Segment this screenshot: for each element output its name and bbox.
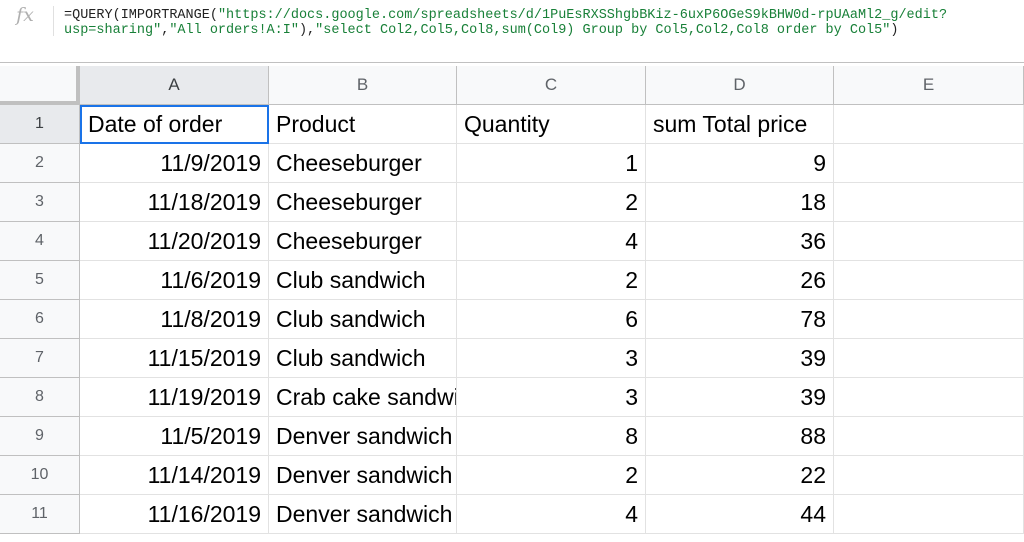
row-header[interactable]: 7 <box>0 339 80 378</box>
cell-e10[interactable] <box>834 456 1024 495</box>
cell-e1[interactable] <box>834 105 1024 144</box>
cell-a6[interactable]: 11/8/2019 <box>80 300 269 339</box>
cell-d8[interactable]: 39 <box>646 378 834 417</box>
row-header[interactable]: 9 <box>0 417 80 456</box>
cell-d4[interactable]: 36 <box>646 222 834 261</box>
cell-c2[interactable]: 1 <box>457 144 646 183</box>
formula-separator: , <box>161 23 170 38</box>
cell-b4[interactable]: Cheeseburger <box>269 222 457 261</box>
row-header[interactable]: 10 <box>0 456 80 495</box>
column-header-c[interactable]: C <box>457 66 646 105</box>
cell-d7[interactable]: 39 <box>646 339 834 378</box>
row-header[interactable]: 4 <box>0 222 80 261</box>
cell-c3[interactable]: 2 <box>457 183 646 222</box>
cell-c10[interactable]: 2 <box>457 456 646 495</box>
cell-c4[interactable]: 4 <box>457 222 646 261</box>
cell-d6[interactable]: 78 <box>646 300 834 339</box>
formula-separator: ), <box>298 23 316 38</box>
cell-c6[interactable]: 6 <box>457 300 646 339</box>
cell-a7[interactable]: 11/15/2019 <box>80 339 269 378</box>
cell-a2[interactable]: 11/9/2019 <box>80 144 269 183</box>
row-header[interactable]: 3 <box>0 183 80 222</box>
cell-b6[interactable]: Club sandwich <box>269 300 457 339</box>
cell-e6[interactable] <box>834 300 1024 339</box>
cell-c8[interactable]: 3 <box>457 378 646 417</box>
cell-a1[interactable]: Date of order <box>80 105 269 144</box>
formula-input[interactable]: =QUERY(IMPORTRANGE("https://docs.google.… <box>64 8 1014 38</box>
cell-d2[interactable]: 9 <box>646 144 834 183</box>
cell-c1[interactable]: Quantity <box>457 105 646 144</box>
cell-a10[interactable]: 11/14/2019 <box>80 456 269 495</box>
row-header[interactable]: 2 <box>0 144 80 183</box>
column-header-b[interactable]: B <box>269 66 457 105</box>
cell-a8[interactable]: 11/19/2019 <box>80 378 269 417</box>
select-all-corner[interactable] <box>0 66 80 105</box>
row-header[interactable]: 6 <box>0 300 80 339</box>
cell-a5[interactable]: 11/6/2019 <box>80 261 269 300</box>
cell-d1[interactable]: sum Total price <box>646 105 834 144</box>
fx-icon: fx <box>16 4 34 26</box>
formula-query-string: "select Col2,Col5,Col8,sum(Col9) Group b… <box>315 23 891 38</box>
row-header[interactable]: 8 <box>0 378 80 417</box>
cell-b1[interactable]: Product <box>269 105 457 144</box>
cell-b2[interactable]: Cheeseburger <box>269 144 457 183</box>
row-header[interactable]: 11 <box>0 495 80 534</box>
formula-bar: fx =QUERY(IMPORTRANGE("https://docs.goog… <box>0 0 1024 63</box>
cell-b11[interactable]: Denver sandwich <box>269 495 457 534</box>
grid-bottom-edge <box>0 534 1024 542</box>
cell-e7[interactable] <box>834 339 1024 378</box>
cell-e2[interactable] <box>834 144 1024 183</box>
cell-a4[interactable]: 11/20/2019 <box>80 222 269 261</box>
column-header-e[interactable]: E <box>834 66 1024 105</box>
cell-a3[interactable]: 11/18/2019 <box>80 183 269 222</box>
cell-c11[interactable]: 4 <box>457 495 646 534</box>
row-header[interactable]: 1 <box>0 105 80 144</box>
column-header-a[interactable]: A <box>80 66 269 105</box>
formula-url-string: "https://docs.google.com/spreadsheets/d/… <box>64 8 948 38</box>
formula-prefix: =QUERY(IMPORTRANGE( <box>64 8 218 23</box>
cell-c7[interactable]: 3 <box>457 339 646 378</box>
cell-b8[interactable]: Crab cake sandwich <box>269 378 457 417</box>
cell-d9[interactable]: 88 <box>646 417 834 456</box>
cell-e9[interactable] <box>834 417 1024 456</box>
cell-e5[interactable] <box>834 261 1024 300</box>
cell-e4[interactable] <box>834 222 1024 261</box>
cell-c9[interactable]: 8 <box>457 417 646 456</box>
cell-a9[interactable]: 11/5/2019 <box>80 417 269 456</box>
formula-suffix: ) <box>890 23 899 38</box>
cell-b5[interactable]: Club sandwich <box>269 261 457 300</box>
cell-b9[interactable]: Denver sandwich <box>269 417 457 456</box>
column-header-d[interactable]: D <box>646 66 834 105</box>
formula-divider <box>53 6 54 36</box>
cell-d3[interactable]: 18 <box>646 183 834 222</box>
cell-a11[interactable]: 11/16/2019 <box>80 495 269 534</box>
cell-e3[interactable] <box>834 183 1024 222</box>
cell-d10[interactable]: 22 <box>646 456 834 495</box>
formula-range-string: "All orders!A:I" <box>169 23 299 38</box>
row-header[interactable]: 5 <box>0 261 80 300</box>
cell-c5[interactable]: 2 <box>457 261 646 300</box>
cell-b3[interactable]: Cheeseburger <box>269 183 457 222</box>
cell-e8[interactable] <box>834 378 1024 417</box>
cell-b7[interactable]: Club sandwich <box>269 339 457 378</box>
cell-d5[interactable]: 26 <box>646 261 834 300</box>
cell-b10[interactable]: Denver sandwich <box>269 456 457 495</box>
cell-d11[interactable]: 44 <box>646 495 834 534</box>
cell-e11[interactable] <box>834 495 1024 534</box>
